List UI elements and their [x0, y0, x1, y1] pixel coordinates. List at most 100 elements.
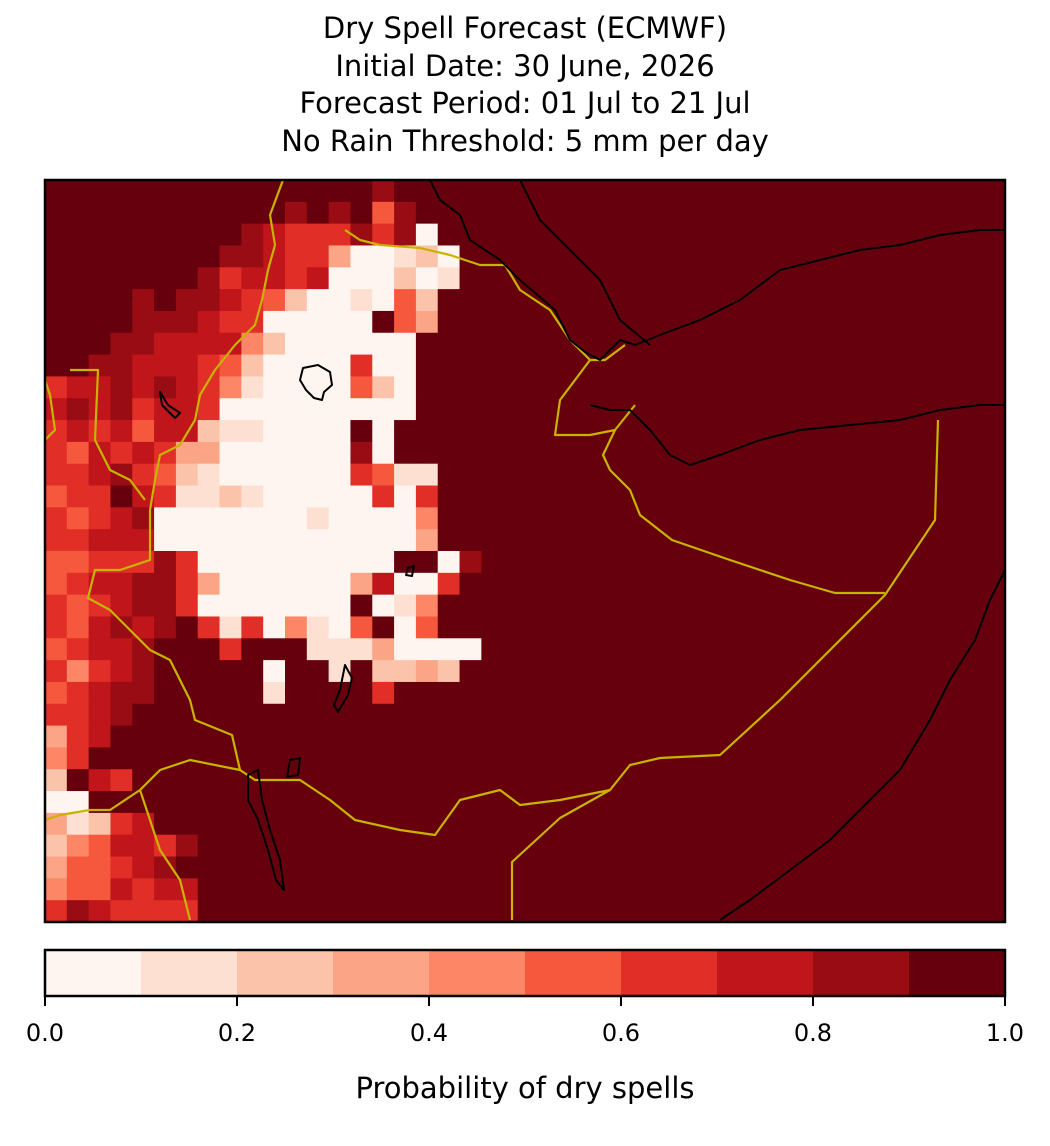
grid-cell: [197, 572, 221, 596]
grid-cell: [263, 747, 286, 770]
grid-cell: [459, 376, 482, 399]
grid-cell: [786, 223, 810, 247]
grid-cell: [88, 747, 112, 770]
grid-cell: [983, 747, 1005, 770]
grid-cell: [721, 463, 744, 487]
grid-cell: [350, 594, 373, 618]
grid-cell: [874, 485, 897, 508]
grid-cell: [132, 834, 155, 858]
grid-cell: [830, 638, 853, 661]
grid-cell: [830, 289, 853, 312]
grid-cell: [677, 681, 701, 705]
grid-cell: [808, 267, 832, 290]
grid-cell: [765, 747, 788, 770]
grid-cell: [983, 201, 1005, 225]
grid-cell: [808, 507, 832, 530]
grid-cell: [481, 201, 504, 225]
grid-cell: [590, 900, 613, 922]
grid-cell: [961, 594, 984, 618]
grid-cell: [503, 420, 526, 443]
grid-cell: [895, 594, 919, 618]
grid-cell: [568, 420, 592, 443]
grid-cell: [110, 812, 133, 836]
grid-cell: [285, 616, 308, 639]
grid-cell: [721, 638, 744, 661]
grid-cell: [503, 289, 526, 312]
grid-cell: [983, 420, 1005, 443]
grid-cell: [852, 900, 875, 922]
grid-cell: [66, 856, 90, 879]
grid-cell: [175, 310, 199, 334]
grid-cell: [437, 747, 461, 770]
grid-cell: [568, 572, 592, 596]
grid-cell: [503, 616, 526, 639]
grid-cell: [786, 900, 810, 922]
grid-cell: [983, 812, 1005, 836]
grid-cell: [939, 638, 962, 661]
grid-cell: [154, 878, 177, 901]
grid-cell: [634, 878, 657, 901]
grid-cell: [503, 398, 526, 421]
grid-cell: [983, 223, 1005, 247]
grid-cell: [306, 681, 330, 705]
grid-cell: [88, 223, 112, 247]
grid-cell: [939, 791, 962, 814]
grid-cell: [939, 310, 962, 334]
grid-cell: [852, 856, 875, 879]
grid-cell: [852, 551, 875, 574]
grid-cell: [655, 769, 679, 792]
grid-cell: [66, 180, 90, 203]
grid-cell: [154, 420, 177, 443]
grid-cell: [699, 856, 722, 879]
grid-cell: [372, 441, 395, 465]
grid-cell: [786, 332, 810, 356]
grid-cell: [88, 267, 112, 290]
grid-cell: [612, 681, 635, 705]
grid-cell: [830, 398, 853, 421]
grid-cell: [765, 332, 788, 356]
grid-cell: [939, 354, 962, 378]
grid-cell: [546, 354, 570, 378]
grid-cell: [481, 725, 504, 749]
grid-cell: [503, 310, 526, 334]
grid-cell: [263, 420, 286, 443]
grid-cell: [197, 529, 221, 552]
grid-cell: [328, 201, 352, 225]
grid-cell: [66, 289, 90, 312]
grid-cell: [874, 310, 897, 334]
grid-cell: [743, 310, 766, 334]
grid-cell: [350, 201, 373, 225]
grid-cell: [197, 507, 221, 530]
grid-cell: [219, 725, 242, 749]
grid-cell: [743, 245, 766, 268]
grid-cell: [459, 900, 482, 922]
grid-cell: [546, 267, 570, 290]
grid-cell: [830, 267, 853, 290]
grid-cell: [503, 834, 526, 858]
grid-cell: [852, 660, 875, 683]
grid-cell: [634, 856, 657, 879]
grid-cell: [590, 572, 613, 596]
grid-cell: [394, 616, 417, 639]
grid-cell: [895, 398, 919, 421]
border: [86, 180, 940, 837]
grid-cell: [874, 245, 897, 268]
grid-cell: [66, 791, 90, 814]
grid-cell: [852, 485, 875, 508]
grid-cell: [45, 289, 68, 312]
grid-cell: [874, 463, 897, 487]
grid-cell: [525, 507, 548, 530]
grid-cell: [895, 638, 919, 661]
grid-cell: [830, 834, 853, 858]
grid-cell: [285, 332, 308, 356]
grid-cell: [808, 485, 832, 508]
grid-cell: [175, 703, 199, 727]
grid-cell: [939, 529, 962, 552]
grid-cell: [612, 180, 635, 203]
grid-cell: [88, 812, 112, 836]
grid-cell: [634, 900, 657, 922]
grid-cell: [437, 310, 461, 334]
grid-cell: [110, 376, 133, 399]
grid-cell: [132, 267, 155, 290]
grid-cell: [895, 660, 919, 683]
